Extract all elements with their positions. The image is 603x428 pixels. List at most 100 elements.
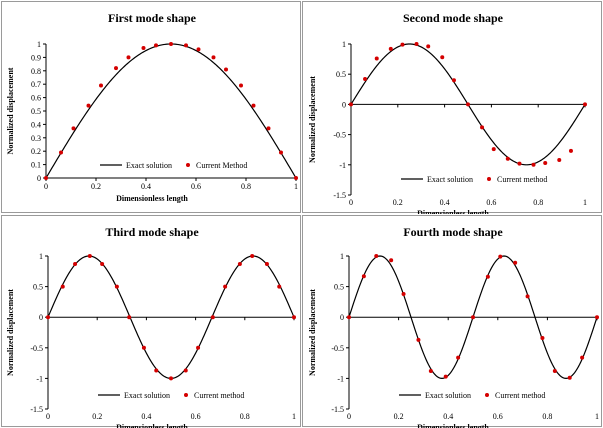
current-method-point xyxy=(141,46,146,51)
y-tick-label: -1 xyxy=(36,374,43,383)
x-tick-label: 0.8 xyxy=(542,412,552,421)
current-method-point xyxy=(480,125,485,130)
y-axis-label: Normalized displacement xyxy=(6,67,15,154)
mode-chart-1: First mode shape 0 0.1 0.2 0.3 0.4 0.5 0.6 0.7 0.… xyxy=(6,11,298,203)
current-method-point xyxy=(60,284,65,289)
current-method-point xyxy=(114,284,119,289)
current-method-point xyxy=(183,368,188,373)
current-method-point xyxy=(264,261,269,266)
legend-exact-label: Exact solution xyxy=(427,175,473,184)
current-method-point xyxy=(451,78,456,83)
current-method-point xyxy=(485,274,490,279)
panel-fourth-mode: Fourth mode shape -1.5 -1 -0.5 0 0.5 1 0 0.2 0.4 0… xyxy=(302,215,602,428)
x-tick-label: 0.6 xyxy=(191,412,201,421)
current-method-point xyxy=(567,375,572,380)
current-method-point xyxy=(251,103,256,108)
x-axis-label: Dimensionless length xyxy=(116,194,188,203)
current-method-point xyxy=(266,126,271,131)
current-method-point xyxy=(363,77,368,82)
current-method-point xyxy=(552,369,557,374)
y-tick-label: 0 xyxy=(37,174,41,183)
x-axis-label: Dimensionless length xyxy=(116,423,188,428)
legend-exact-label: Exact solution xyxy=(425,391,471,400)
current-method-point xyxy=(580,355,585,360)
current-method-point xyxy=(279,150,283,155)
y-tick-label: -1.5 xyxy=(333,191,346,200)
current-method-point xyxy=(491,147,496,152)
x-tick-label: 0.2 xyxy=(92,412,102,421)
legend-point-swatch xyxy=(485,393,489,397)
current-method-point xyxy=(505,156,510,161)
current-method-point xyxy=(210,315,215,320)
current-method-point xyxy=(498,254,503,259)
y-tick-label: -0.5 xyxy=(333,131,346,140)
x-tick-label: 0.4 xyxy=(141,182,151,191)
current-method-point xyxy=(154,43,158,48)
x-tick-label: 0.2 xyxy=(393,198,403,207)
current-method-point xyxy=(428,369,433,374)
current-method-point xyxy=(389,258,394,263)
x-tick-label: 0 xyxy=(46,412,50,421)
current-method-point xyxy=(169,376,173,381)
current-method-point xyxy=(443,374,448,379)
x-tick-label: 0 xyxy=(44,182,48,191)
current-method-point xyxy=(239,83,243,88)
current-method-point xyxy=(196,345,201,350)
x-tick-label: 0.8 xyxy=(533,198,543,207)
x-tick-label: 0.8 xyxy=(241,182,251,191)
current-method-point xyxy=(211,55,216,60)
y-tick-label: 0.6 xyxy=(31,94,41,103)
x-tick-label: 1 xyxy=(294,182,298,191)
legend-exact-label: Exact solution xyxy=(124,391,170,400)
current-method-point xyxy=(237,261,242,266)
current-method-point xyxy=(540,336,545,341)
current-method-point xyxy=(196,47,201,52)
legend-point-swatch xyxy=(186,163,190,167)
current-method-point xyxy=(99,83,103,88)
mode-chart-3: Third mode shape -1.5 -1 -0.5 0 0.5 1 0 0.2 0.4 0.… xyxy=(6,225,296,428)
x-tick-label: 0.6 xyxy=(191,182,201,191)
current-method-point xyxy=(414,42,419,46)
current-method-point xyxy=(277,284,282,289)
legend-current-label: Current method xyxy=(194,391,244,400)
current-method-point xyxy=(294,176,298,180)
current-method-point xyxy=(349,102,353,107)
current-method-point xyxy=(456,355,461,360)
y-tick-label: 1 xyxy=(39,252,43,261)
current-method-point xyxy=(426,44,431,49)
current-method-point xyxy=(543,160,548,165)
x-tick-label: 1 xyxy=(292,412,296,421)
current-method-point xyxy=(114,66,118,71)
y-axis-label: Normalized displacement xyxy=(308,289,317,376)
x-tick-label: 0.2 xyxy=(394,412,404,421)
y-tick-label: -1.5 xyxy=(331,405,344,414)
chart-title: Fourth mode shape xyxy=(403,225,503,239)
chart-title: Second mode shape xyxy=(403,11,504,25)
x-tick-label: 0.8 xyxy=(240,412,250,421)
current-method-point xyxy=(224,67,228,72)
y-tick-label: 1 xyxy=(342,40,346,49)
x-tick-label: 0.2 xyxy=(91,182,101,191)
x-axis-label: Dimensionless length xyxy=(417,209,489,214)
current-method-point xyxy=(517,161,522,166)
y-tick-label: -1 xyxy=(337,374,344,383)
y-tick-label: 0.5 xyxy=(31,107,41,116)
current-method-point xyxy=(440,55,445,60)
x-tick-label: 0.4 xyxy=(141,412,151,421)
current-method-point xyxy=(87,254,92,258)
y-axis-label: Normalized displacement xyxy=(6,289,15,376)
current-method-point xyxy=(46,315,50,320)
current-method-point xyxy=(126,55,131,60)
current-method-point xyxy=(374,56,379,61)
current-method-point xyxy=(71,126,76,131)
current-method-point xyxy=(347,315,351,320)
current-method-point xyxy=(531,162,536,167)
current-method-point xyxy=(388,46,393,51)
x-axis-label: Dimensionless length xyxy=(417,423,489,428)
current-method-point xyxy=(184,43,188,48)
chart-title: Third mode shape xyxy=(105,225,199,239)
current-method-point xyxy=(44,176,48,180)
y-tick-label: 0 xyxy=(342,100,346,109)
current-method-point xyxy=(513,260,518,265)
